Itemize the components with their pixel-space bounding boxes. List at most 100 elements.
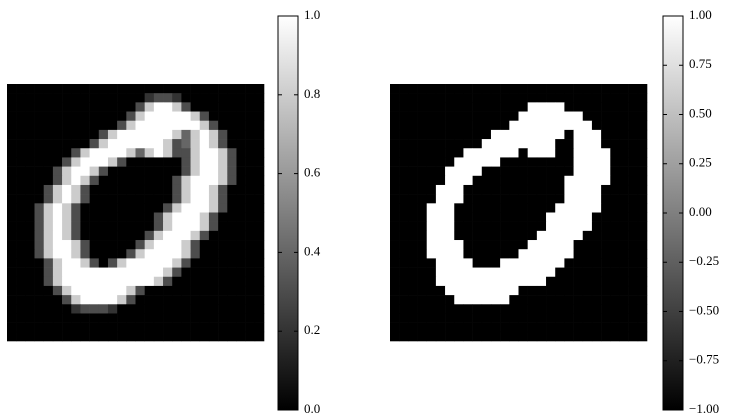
heatmap-cell — [227, 203, 236, 212]
heatmap-cell — [482, 304, 491, 313]
heatmap-cell — [209, 157, 218, 166]
heatmap-cell — [445, 176, 454, 185]
heatmap-cell — [99, 286, 108, 295]
heatmap-cell — [418, 84, 427, 93]
heatmap-cell — [35, 203, 44, 212]
heatmap-cell — [62, 231, 71, 240]
heatmap-cell — [500, 268, 509, 277]
heatmap-cell — [473, 277, 482, 286]
heatmap-cell — [601, 277, 610, 286]
heatmap-cell — [619, 112, 628, 121]
heatmap-cell — [482, 295, 491, 304]
heatmap-cell — [445, 185, 454, 194]
heatmap-cell — [418, 258, 427, 267]
heatmap-cell — [44, 157, 53, 166]
heatmap-cell — [218, 84, 227, 93]
heatmap-cell — [399, 213, 408, 222]
heatmap-cell — [35, 304, 44, 313]
heatmap-cell — [619, 240, 628, 249]
heatmap-cell — [191, 203, 200, 212]
heatmap-cell — [108, 231, 117, 240]
heatmap-cell — [427, 222, 436, 231]
heatmap-cell — [528, 194, 537, 203]
heatmap-cell — [427, 213, 436, 222]
heatmap-cell — [638, 112, 647, 121]
heatmap-cell — [436, 148, 445, 157]
heatmap-cell — [509, 268, 518, 277]
heatmap-cell — [390, 240, 399, 249]
heatmap-cell — [35, 268, 44, 277]
heatmap-cell — [53, 93, 62, 102]
heatmap-cell — [629, 295, 638, 304]
heatmap-cell — [482, 213, 491, 222]
heatmap-cell — [390, 176, 399, 185]
heatmap-cell — [53, 323, 62, 332]
heatmap-cell — [99, 176, 108, 185]
heatmap-cell — [537, 203, 546, 212]
heatmap-cell — [80, 112, 89, 121]
heatmap-cell — [209, 240, 218, 249]
heatmap-cell — [583, 268, 592, 277]
heatmap-cell — [601, 112, 610, 121]
heatmap-cell — [218, 268, 227, 277]
heatmap-cell — [601, 139, 610, 148]
heatmap-cell — [246, 84, 255, 93]
heatmap-cell — [191, 313, 200, 322]
heatmap-cell — [629, 323, 638, 332]
heatmap-cell — [638, 167, 647, 176]
heatmap-cell — [418, 240, 427, 249]
heatmap-cell — [500, 231, 509, 240]
heatmap-cell — [108, 313, 117, 322]
heatmap-cell — [200, 93, 209, 102]
heatmap-cell — [126, 213, 135, 222]
heatmap-cell — [191, 249, 200, 258]
heatmap-cell — [427, 84, 436, 93]
heatmap-cell — [209, 185, 218, 194]
heatmap-cell — [108, 332, 117, 341]
heatmap-cell — [246, 102, 255, 111]
heatmap-cell — [218, 277, 227, 286]
heatmap-cell — [546, 268, 555, 277]
heatmap-cell — [99, 231, 108, 240]
heatmap-cell — [218, 167, 227, 176]
heatmap-cell — [108, 240, 117, 249]
heatmap-cell — [246, 304, 255, 313]
heatmap-cell — [209, 139, 218, 148]
heatmap-cell — [209, 268, 218, 277]
colorbar-tick-label: 0.0 — [304, 401, 320, 416]
heatmap-cell — [16, 222, 25, 231]
heatmap-cell — [436, 213, 445, 222]
heatmap-cell — [44, 249, 53, 258]
heatmap-cell — [619, 157, 628, 166]
heatmap-cell — [218, 176, 227, 185]
heatmap-cell — [191, 185, 200, 194]
heatmap-cell — [546, 185, 555, 194]
heatmap-cell — [90, 185, 99, 194]
heatmap-cell — [255, 121, 264, 130]
heatmap-cell — [592, 112, 601, 121]
heatmap-cell — [619, 222, 628, 231]
heatmap-cell — [227, 286, 236, 295]
heatmap-cell — [500, 84, 509, 93]
heatmap-cell — [629, 93, 638, 102]
heatmap-cell — [519, 249, 528, 258]
heatmap-cell — [181, 167, 190, 176]
heatmap-cell — [528, 268, 537, 277]
heatmap-cell — [583, 313, 592, 322]
heatmap-cell — [200, 130, 209, 139]
heatmap-cell — [246, 268, 255, 277]
heatmap-cell — [99, 157, 108, 166]
heatmap-cell — [246, 258, 255, 267]
heatmap-cell — [44, 121, 53, 130]
heatmap-cell — [7, 167, 16, 176]
heatmap-cell — [528, 231, 537, 240]
heatmap-cell — [145, 249, 154, 258]
heatmap-cell — [408, 286, 417, 295]
heatmap-cell — [491, 231, 500, 240]
heatmap-cell — [454, 148, 463, 157]
heatmap-cell — [482, 157, 491, 166]
heatmap-cell — [163, 268, 172, 277]
heatmap-cell — [537, 157, 546, 166]
heatmap-cell — [172, 84, 181, 93]
heatmap-cell — [528, 332, 537, 341]
